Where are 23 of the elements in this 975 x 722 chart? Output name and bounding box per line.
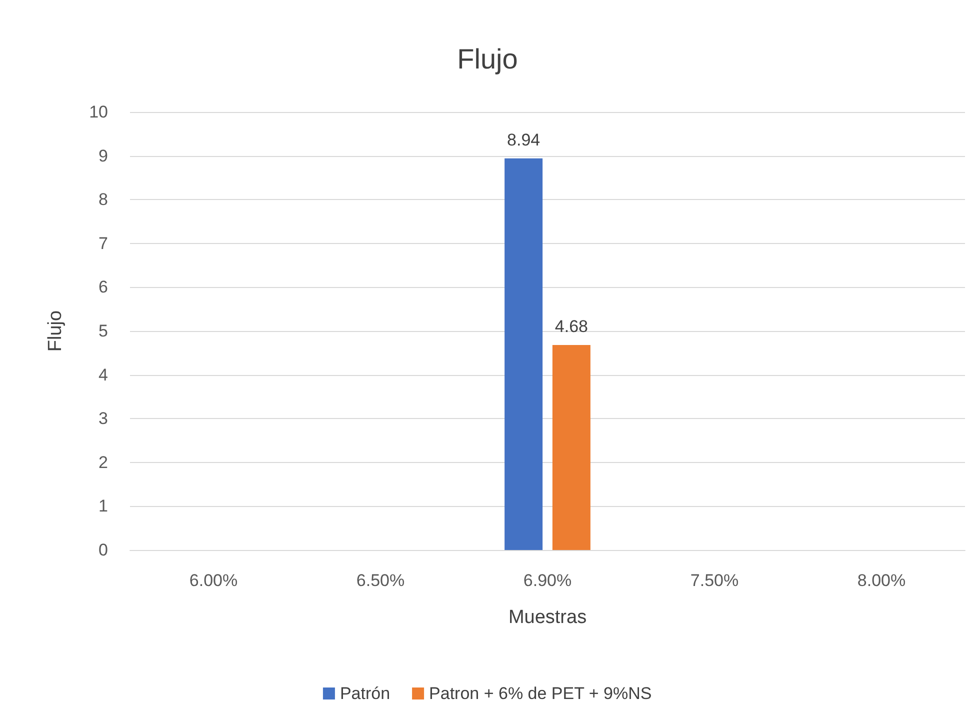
y-tick-label: 9 xyxy=(98,146,108,166)
y-axis-title: Flujo xyxy=(45,310,66,352)
x-tick-label: 6.50% xyxy=(356,571,405,590)
data-label: 4.68 xyxy=(554,317,588,336)
y-tick-label: 7 xyxy=(98,234,108,253)
x-tick-label: 7.50% xyxy=(690,571,739,590)
x-tick-label: 6.90% xyxy=(523,571,572,590)
y-tick-label: 5 xyxy=(98,322,108,340)
y-tick-label: 2 xyxy=(98,452,108,472)
y-tick-label: 6 xyxy=(98,278,108,297)
data-label: 8.94 xyxy=(507,130,540,150)
x-tick-label: 8.00% xyxy=(857,571,906,590)
legend-label: Patron + 6% de PET + 9%NS xyxy=(429,684,652,703)
x-axis-title: Muestras xyxy=(508,607,587,628)
y-tick-label: 0 xyxy=(98,540,108,560)
y-tick-label: 10 xyxy=(89,102,108,122)
y-tick-label: 4 xyxy=(98,365,108,384)
y-tick-label: 3 xyxy=(98,409,108,428)
chart-title: Flujo xyxy=(457,44,518,74)
y-tick-label: 8 xyxy=(98,190,108,210)
legend-label: Patrón xyxy=(340,684,390,703)
y-tick-label: 1 xyxy=(98,496,108,516)
x-tick-label: 6.00% xyxy=(189,571,238,590)
